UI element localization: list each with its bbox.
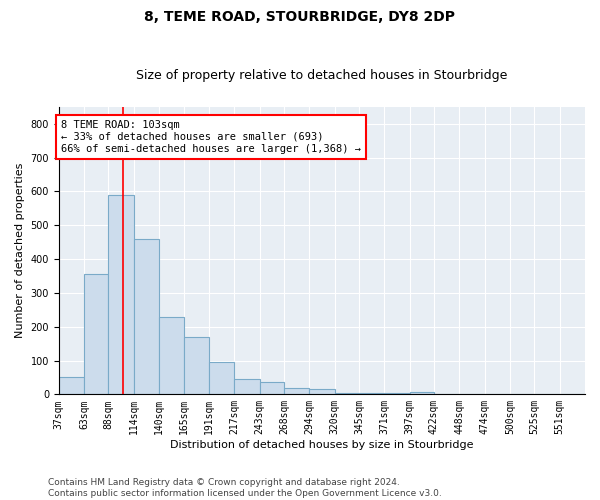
Text: 8 TEME ROAD: 103sqm
← 33% of detached houses are smaller (693)
66% of semi-detac: 8 TEME ROAD: 103sqm ← 33% of detached ho… (61, 120, 361, 154)
Bar (134, 238, 159, 394)
Bar (159, 316, 184, 394)
Bar (109, 194, 134, 394)
Title: Size of property relative to detached houses in Stourbridge: Size of property relative to detached ho… (136, 69, 508, 82)
Bar (209, 362, 234, 394)
Bar (59, 378, 84, 394)
Bar (184, 337, 209, 394)
X-axis label: Distribution of detached houses by size in Stourbridge: Distribution of detached houses by size … (170, 440, 473, 450)
Bar (234, 379, 260, 394)
Bar (284, 388, 309, 394)
Bar (335, 392, 359, 394)
Text: 8, TEME ROAD, STOURBRIDGE, DY8 2DP: 8, TEME ROAD, STOURBRIDGE, DY8 2DP (145, 10, 455, 24)
Bar (309, 390, 335, 394)
Text: Contains HM Land Registry data © Crown copyright and database right 2024.
Contai: Contains HM Land Registry data © Crown c… (48, 478, 442, 498)
Bar (410, 392, 434, 394)
Bar (260, 382, 284, 394)
Y-axis label: Number of detached properties: Number of detached properties (15, 163, 25, 338)
Bar (84, 274, 109, 394)
Bar (359, 392, 384, 394)
